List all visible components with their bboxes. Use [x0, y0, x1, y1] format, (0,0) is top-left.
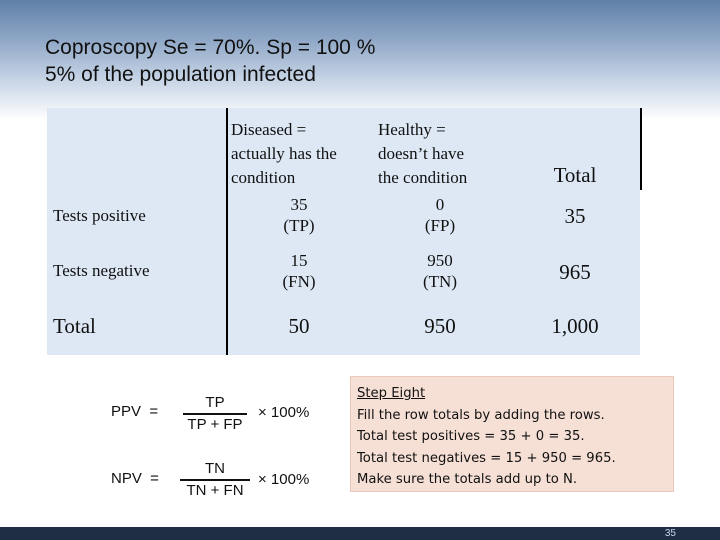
cell-tp-code: (TP)	[283, 216, 315, 235]
ppv-multiplier: × 100%	[258, 404, 310, 421]
cell-fp-code: (FP)	[424, 216, 456, 235]
npv-denominator: TN + FN	[186, 482, 244, 499]
header-diseased-line-2: actually has the	[231, 144, 337, 163]
header-healthy-line-2: doesn’t have	[378, 144, 465, 163]
note-line-1: Fill the row totals by adding the rows.	[357, 407, 605, 423]
cell-total-positive: 35	[564, 204, 586, 228]
row-label-negative: Tests negative	[53, 261, 150, 280]
contingency-table	[47, 108, 640, 355]
cell-fn-code: (FN)	[282, 272, 316, 291]
header-healthy-line-1: Healthy =	[378, 120, 446, 139]
page-number: 35	[664, 528, 676, 539]
cell-tn-value: 950	[427, 251, 453, 270]
title-line-1: Coproscopy Se = 70%. Sp = 100 %	[45, 36, 376, 59]
cell-grand-total: 1,000	[551, 314, 599, 338]
cell-tn: 950 (TN)	[370, 250, 510, 292]
note-heading: Step Eight	[357, 386, 426, 401]
npv-fraction: TN TN + FN	[180, 459, 250, 501]
npv-label: NPV =	[111, 470, 159, 487]
title-line-2: 5% of the population infected	[45, 63, 316, 86]
header-healthy: Healthy = doesn’t have the condition	[378, 118, 508, 190]
npv-numerator: TN	[180, 459, 250, 481]
cell-fp: 0 (FP)	[370, 194, 510, 236]
row-label-positive: Tests positive	[53, 206, 146, 225]
cell-tp: 35 (TP)	[228, 194, 370, 236]
header-diseased-line-1: Diseased =	[231, 120, 307, 139]
note-line-4: Make sure the totals add up to N.	[357, 472, 578, 487]
header-band	[0, 0, 720, 120]
footer-bar: 35	[0, 527, 720, 540]
header-total: Total	[553, 163, 597, 187]
cell-total-healthy: 950	[424, 314, 456, 338]
cell-fn: 15 (FN)	[228, 250, 370, 292]
cell-total-negative: 965	[559, 260, 591, 284]
ppv-label: PPV =	[111, 403, 159, 420]
header-healthy-line-3: the condition	[378, 168, 468, 187]
cell-total-diseased: 50	[288, 314, 310, 338]
note-line-2: Total test positives = 35 + 0 = 35.	[357, 429, 585, 444]
row-label-total: Total	[53, 314, 96, 338]
header-diseased-line-3: condition	[231, 168, 296, 187]
cell-tn-code: (TN)	[423, 272, 457, 291]
step-note: Step Eight Fill the row totals by adding…	[350, 376, 674, 492]
slide-title: Coproscopy Se = 70%. Sp = 100 % 5% of th…	[45, 34, 375, 88]
table-divider-left	[226, 108, 228, 355]
ppv-denominator: TP + FP	[187, 416, 243, 433]
cell-fp-value: 0	[435, 195, 445, 214]
note-line-3: Total test negatives = 15 + 950 = 965.	[357, 450, 616, 466]
table-divider-right	[640, 108, 642, 190]
ppv-numerator: TP	[183, 393, 247, 415]
npv-multiplier: × 100%	[258, 471, 310, 488]
ppv-fraction: TP TP + FP	[183, 393, 247, 435]
cell-fn-value: 15	[290, 251, 308, 270]
header-diseased: Diseased = actually has the condition	[231, 118, 376, 190]
cell-tp-value: 35	[290, 195, 308, 214]
